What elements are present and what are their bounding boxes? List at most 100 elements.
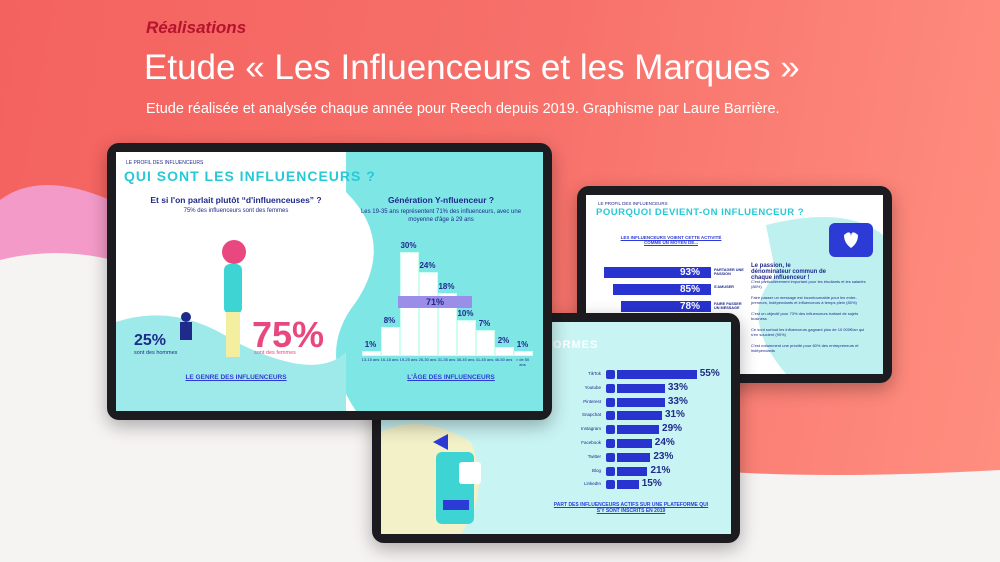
screen: LE PROFIL DES INFLUENCEURS QUI SONT LES I… [116, 152, 543, 411]
heading: Génération Y-nfluenceur ? [387, 195, 495, 205]
age-category: 46-50 ans [494, 357, 513, 362]
age-category: 41-45 ans [475, 357, 494, 362]
platform: Instagram [580, 426, 601, 432]
question: LES INFLUENCEURS VOIENT CETTE ACTIVITÉ C… [620, 235, 722, 245]
bar-label: 29% [662, 423, 683, 435]
platform-icon [606, 425, 615, 435]
reason: FAIRE PASSER UN MESSAGE [714, 302, 742, 310]
platform-icon [606, 397, 615, 407]
bar-label: 1% [364, 339, 377, 349]
decor [116, 152, 543, 411]
reason: PARTAGER UNE PASSION [714, 268, 744, 276]
platform-bar [617, 480, 639, 490]
bar-label: 10% [457, 309, 474, 318]
platform-bar [617, 425, 660, 435]
age-category: 13-15 ans [361, 357, 380, 362]
reason-bar [604, 267, 711, 278]
section: LE PROFIL DES INFLUENCEURS [126, 160, 204, 166]
bar-label: 33% [667, 381, 688, 393]
platform-bar [617, 439, 652, 448]
age-bar [438, 292, 457, 356]
note: C'est notamment une priorité pour 60% de… [751, 343, 859, 353]
note: C'est un objectif pour 73% des influence… [751, 311, 859, 321]
platform-icon [606, 452, 615, 462]
bar-label: 78% [680, 301, 701, 312]
age-category: 36-40 ans [456, 357, 475, 362]
platform-icon [606, 480, 615, 490]
title: Etude « Les Influenceurs et les Marques … [144, 48, 800, 87]
decor [758, 217, 883, 374]
screen-title: ORMES [553, 339, 599, 351]
bar-label: 30% [400, 241, 417, 250]
bar-label: 24% [654, 437, 675, 448]
platform-icon [606, 411, 615, 421]
caption: PART DES INFLUENCEURS ACTIFS SUR UNE PLA… [553, 502, 709, 514]
age-bar [457, 320, 476, 356]
bar-label: 21% [650, 464, 671, 476]
age-bar [495, 347, 514, 356]
platform: Youtube [584, 384, 601, 390]
bar-label: 31% [664, 409, 685, 421]
age-category: 16-18 ans [380, 357, 399, 362]
women-value: 75% [252, 314, 325, 355]
note: Faire passer un message est incontournab… [751, 295, 857, 305]
tablet-1: LE PROFIL DES INFLUENCEURS QUI SONT LES I… [107, 143, 552, 420]
men-value: 25% [134, 332, 167, 349]
screen-title: POURQUOI DEVIENT-ON INFLUENCEUR ? [596, 207, 805, 218]
reason-bar [621, 301, 711, 312]
bar-label: 15% [641, 478, 662, 490]
age-category: 19-25 ans [399, 357, 418, 362]
caption: LE GENRE DES INFLUENCEURS [185, 374, 287, 381]
note: C'est particulièrement important pour le… [751, 279, 866, 289]
platform: Pinterest [583, 398, 601, 404]
age-category: > de 50 ans [515, 357, 530, 367]
subtitle: Etude réalisée et analysée chaque année … [146, 101, 780, 117]
kicker: Réalisations [146, 18, 247, 37]
platform-bar [617, 466, 648, 476]
platform-icon [606, 466, 615, 476]
highlight: 71% [398, 296, 472, 308]
subheading: Les 19-35 ans représentent 71% des influ… [360, 209, 522, 223]
bar-label: 93% [680, 267, 701, 278]
age-category: 31-35 ans [437, 357, 456, 362]
bar-label: 33% [667, 395, 688, 407]
platform-icon [606, 439, 615, 448]
platform-bar [617, 370, 697, 379]
age-bar [381, 326, 400, 356]
bar-label: 7% [478, 319, 491, 329]
heading: Et si l'on parlait plutôt “d'influenceus… [150, 195, 322, 205]
bar-label: 85% [680, 284, 701, 295]
platform: TikTok [588, 371, 601, 376]
platform-bar [617, 411, 662, 421]
section: LE PROFIL DES INFLUENCEURS [598, 201, 668, 206]
platform: Blog [591, 467, 601, 473]
note: Ce sont surtout les influenceurs gagnant… [751, 327, 865, 337]
bar-label: 2% [497, 336, 510, 346]
age-bar [419, 272, 438, 356]
platform: Snapchat [581, 412, 601, 418]
platform: Twitter [587, 453, 601, 459]
men-label: sont des hommes [134, 350, 178, 356]
platform-bar [617, 383, 665, 393]
decor [381, 424, 481, 534]
platform-icon [606, 383, 615, 393]
age-bar [362, 350, 381, 356]
subheading: 75% des influenceurs sont des femmes [183, 208, 289, 214]
bar-label: 1% [516, 339, 529, 349]
bar-label: 8% [383, 315, 396, 325]
bar-label: 23% [653, 450, 674, 462]
age-category: 26-30 ans [418, 357, 437, 362]
caption: L'ÂGE DES INFLUENCEURS [407, 374, 495, 381]
bar-label: 24% [419, 261, 436, 271]
note: Le passion, le dénominateur commun de ch… [751, 263, 827, 281]
screen-title: QUI SONT LES INFLUENCEURS ? [124, 168, 376, 184]
reason: S'AMUSER [714, 285, 734, 289]
platform: Facebook [581, 440, 601, 445]
reason-bar [613, 284, 711, 295]
platform-icon [606, 370, 615, 379]
age-bar [476, 330, 495, 356]
platform: LinkedIn [583, 481, 601, 487]
age-bar [514, 350, 533, 356]
women-label: sont des femmes [254, 350, 296, 356]
